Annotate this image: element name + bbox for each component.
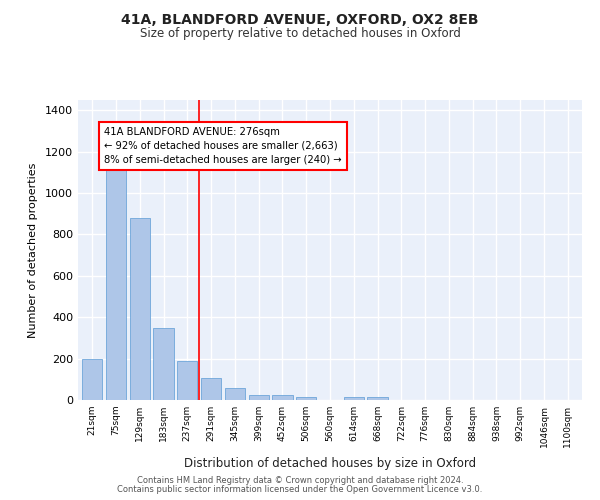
Bar — [82, 360, 103, 400]
Y-axis label: Number of detached properties: Number of detached properties — [28, 162, 38, 338]
Text: 41A BLANDFORD AVENUE: 276sqm
← 92% of detached houses are smaller (2,663)
8% of : 41A BLANDFORD AVENUE: 276sqm ← 92% of de… — [104, 127, 342, 165]
Bar — [154, 328, 173, 400]
Text: Contains public sector information licensed under the Open Government Licence v3: Contains public sector information licen… — [118, 485, 482, 494]
Bar — [130, 218, 150, 400]
Bar — [296, 397, 316, 400]
Bar — [106, 166, 126, 400]
Bar — [344, 397, 364, 400]
Text: Distribution of detached houses by size in Oxford: Distribution of detached houses by size … — [184, 457, 476, 470]
Bar — [177, 360, 197, 400]
Text: Size of property relative to detached houses in Oxford: Size of property relative to detached ho… — [140, 28, 460, 40]
Bar — [248, 395, 269, 400]
Bar — [367, 398, 388, 400]
Bar — [225, 388, 245, 400]
Text: 41A, BLANDFORD AVENUE, OXFORD, OX2 8EB: 41A, BLANDFORD AVENUE, OXFORD, OX2 8EB — [121, 12, 479, 26]
Text: Contains HM Land Registry data © Crown copyright and database right 2024.: Contains HM Land Registry data © Crown c… — [137, 476, 463, 485]
Bar — [272, 396, 293, 400]
Bar — [201, 378, 221, 400]
